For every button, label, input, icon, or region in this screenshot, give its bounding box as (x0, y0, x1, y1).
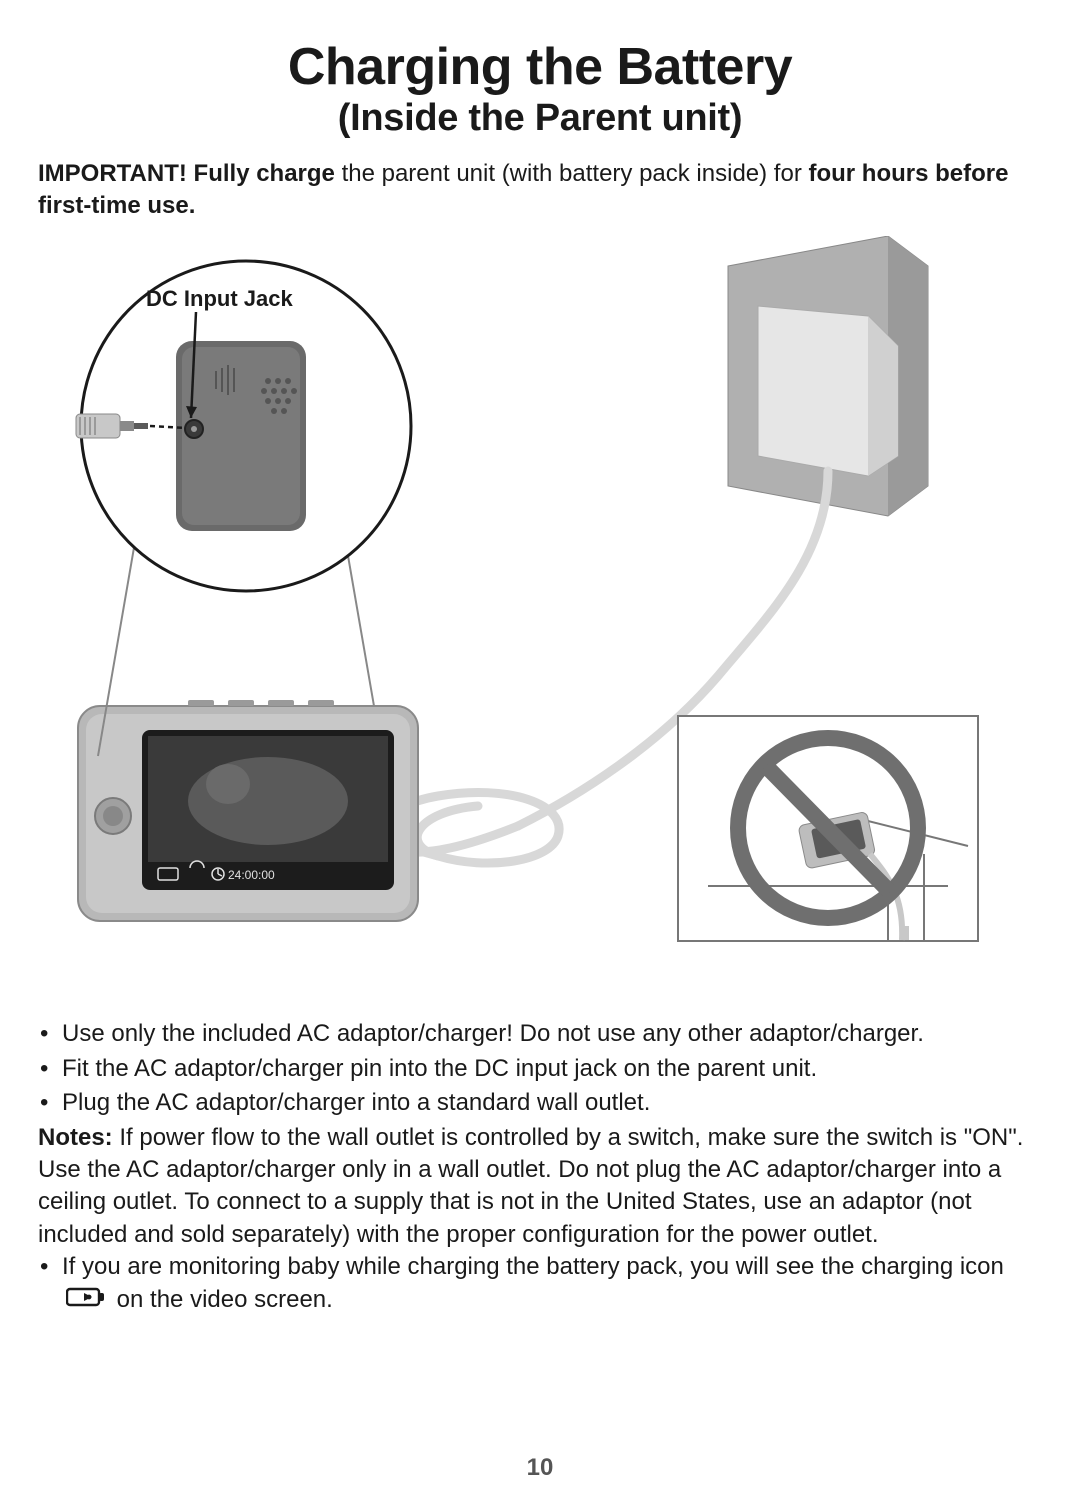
bullet-item: • Fit the AC adaptor/charger pin into th… (38, 1053, 1042, 1085)
page-subtitle: (Inside the Parent unit) (38, 97, 1042, 140)
instructions-list: • Use only the included AC adaptor/charg… (38, 1018, 1042, 1119)
dc-input-label: DC Input Jack (146, 286, 293, 311)
bullet-dot-icon: • (38, 1251, 62, 1316)
important-note: IMPORTANT! Fully charge the parent unit … (38, 158, 1042, 223)
bullet-dot-icon: • (38, 1053, 62, 1085)
last-bullet-pre: If you are monitoring baby while chargin… (62, 1253, 1004, 1280)
bullet-item: • If you are monitoring baby while charg… (38, 1251, 1042, 1316)
bullet-text: Plug the AC adaptor/charger into a stand… (62, 1087, 1042, 1119)
last-bullet-list: • If you are monitoring baby while charg… (38, 1251, 1042, 1316)
important-strong-1: IMPORTANT! Fully charge (38, 160, 342, 187)
screen-time: 24:00:00 (228, 868, 275, 882)
page-number: 10 (0, 1454, 1080, 1482)
bullet-item: • Use only the included AC adaptor/charg… (38, 1018, 1042, 1050)
bullet-text: If you are monitoring baby while chargin… (62, 1251, 1042, 1316)
last-bullet-post: on the video screen. (117, 1286, 333, 1313)
page-title: Charging the Battery (38, 40, 1042, 95)
parent-unit: 24:00:00 (78, 700, 418, 921)
bullet-text: Use only the included AC adaptor/charger… (62, 1018, 1042, 1050)
notes-label: Notes: (38, 1124, 119, 1151)
notes-paragraph: Notes: If power flow to the wall outlet … (38, 1122, 1042, 1252)
notes-text: If power flow to the wall outlet is cont… (38, 1124, 1023, 1248)
important-mid: the parent unit (with battery pack insid… (342, 160, 809, 187)
charging-icon (66, 1284, 106, 1316)
bullet-item: • Plug the AC adaptor/charger into a sta… (38, 1087, 1042, 1119)
illustration: 24:00:00 (38, 236, 1042, 996)
bullet-text: Fit the AC adaptor/charger pin into the … (62, 1053, 1042, 1085)
prohibit-inset (678, 716, 978, 941)
bullet-dot-icon: • (38, 1018, 62, 1050)
bullet-dot-icon: • (38, 1087, 62, 1119)
dc-input-callout: DC Input Jack (76, 261, 411, 591)
